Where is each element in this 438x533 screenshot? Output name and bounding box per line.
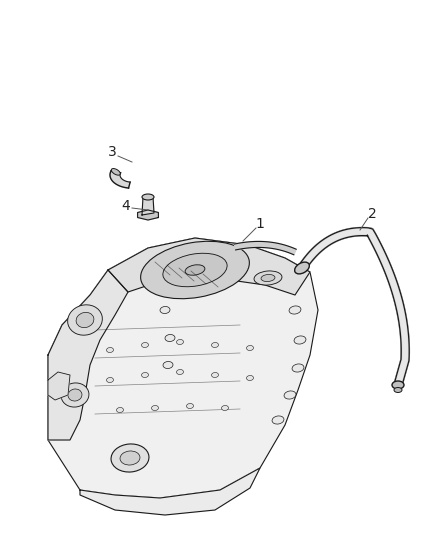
Ellipse shape bbox=[141, 373, 148, 377]
Text: 4: 4 bbox=[122, 199, 131, 213]
Text: 3: 3 bbox=[108, 145, 117, 159]
Ellipse shape bbox=[76, 312, 94, 328]
Ellipse shape bbox=[165, 335, 175, 342]
Polygon shape bbox=[138, 210, 159, 220]
Ellipse shape bbox=[141, 343, 148, 348]
Ellipse shape bbox=[67, 305, 102, 335]
Text: 1: 1 bbox=[255, 217, 265, 231]
Ellipse shape bbox=[177, 369, 184, 375]
Polygon shape bbox=[48, 270, 128, 440]
Ellipse shape bbox=[222, 406, 229, 410]
Ellipse shape bbox=[284, 391, 296, 399]
Ellipse shape bbox=[111, 168, 120, 175]
Polygon shape bbox=[299, 228, 409, 386]
Ellipse shape bbox=[292, 364, 304, 372]
Ellipse shape bbox=[392, 381, 404, 389]
Ellipse shape bbox=[261, 274, 275, 281]
Ellipse shape bbox=[185, 265, 205, 275]
Ellipse shape bbox=[142, 194, 154, 200]
Ellipse shape bbox=[254, 271, 282, 285]
Ellipse shape bbox=[295, 262, 309, 274]
Polygon shape bbox=[48, 372, 70, 400]
Ellipse shape bbox=[394, 387, 402, 392]
Ellipse shape bbox=[106, 348, 113, 352]
Ellipse shape bbox=[106, 377, 113, 383]
Ellipse shape bbox=[141, 241, 249, 298]
Text: 2: 2 bbox=[367, 207, 376, 221]
Ellipse shape bbox=[212, 343, 219, 348]
Ellipse shape bbox=[120, 451, 140, 465]
Ellipse shape bbox=[163, 361, 173, 368]
Polygon shape bbox=[234, 241, 296, 255]
Ellipse shape bbox=[294, 336, 306, 344]
Polygon shape bbox=[110, 171, 130, 188]
Polygon shape bbox=[108, 238, 310, 295]
Ellipse shape bbox=[289, 306, 301, 314]
Ellipse shape bbox=[187, 403, 194, 408]
Ellipse shape bbox=[177, 340, 184, 344]
Ellipse shape bbox=[247, 375, 254, 381]
Ellipse shape bbox=[160, 306, 170, 313]
Ellipse shape bbox=[212, 373, 219, 377]
Ellipse shape bbox=[272, 416, 284, 424]
Ellipse shape bbox=[111, 444, 149, 472]
Ellipse shape bbox=[247, 345, 254, 351]
Ellipse shape bbox=[163, 253, 227, 287]
Polygon shape bbox=[48, 238, 318, 498]
Polygon shape bbox=[80, 468, 260, 515]
Ellipse shape bbox=[117, 408, 124, 413]
Ellipse shape bbox=[68, 389, 82, 401]
Polygon shape bbox=[142, 197, 154, 215]
Ellipse shape bbox=[152, 406, 159, 410]
Ellipse shape bbox=[61, 383, 89, 407]
